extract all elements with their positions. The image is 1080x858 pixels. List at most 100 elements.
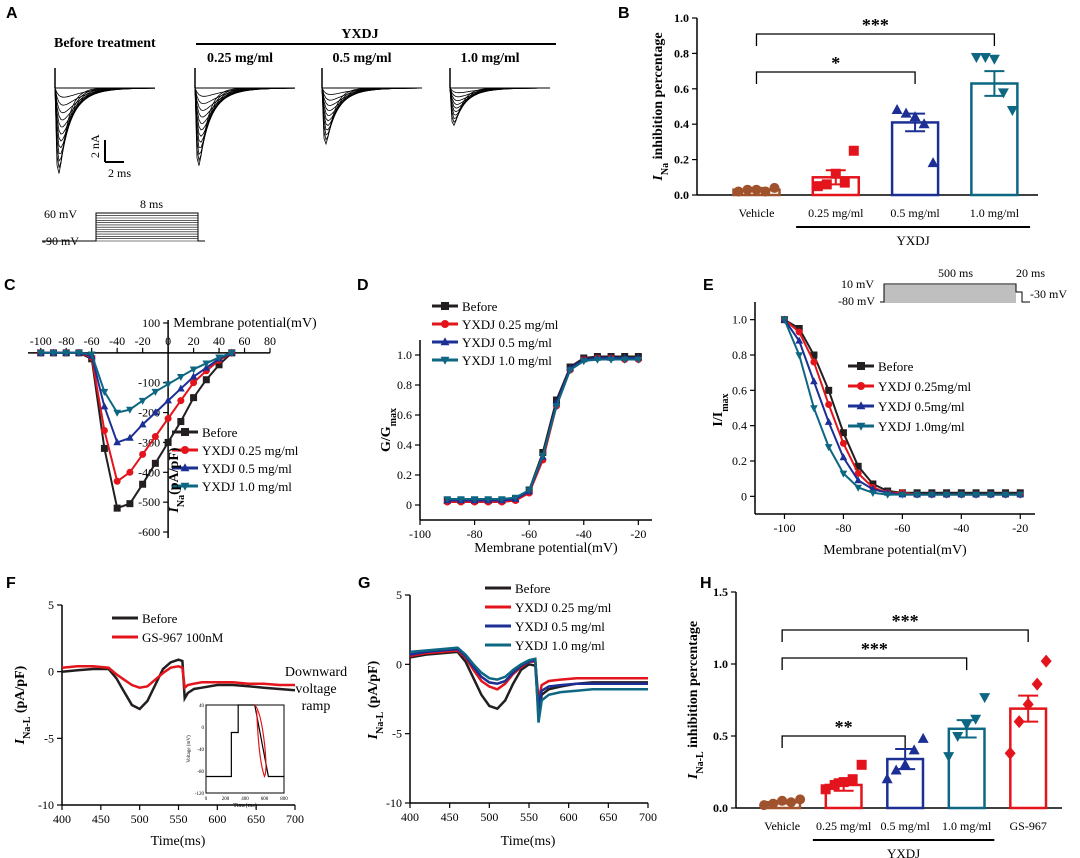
x-tick-label: -100 xyxy=(30,334,52,348)
data-point xyxy=(620,356,629,364)
data-point xyxy=(979,52,991,63)
data-point xyxy=(970,52,982,63)
data-point xyxy=(786,797,797,808)
data-point xyxy=(900,107,912,118)
data-point xyxy=(593,356,602,364)
x-tick-label: -80 xyxy=(467,527,483,541)
data-point xyxy=(139,450,147,458)
data-point xyxy=(839,429,847,437)
panel-label-b: B xyxy=(618,5,630,22)
y-tick-label: 0.4 xyxy=(674,117,689,131)
legend-entry: YXDJ 0.5 mg/ml xyxy=(515,619,605,634)
y-tick-label: 0.8 xyxy=(732,348,747,362)
x-tick-label: 450 xyxy=(92,812,110,826)
legend-entry: YXDJ 0.25 mg/ml xyxy=(515,600,612,615)
data-point xyxy=(824,444,833,452)
legend-marker xyxy=(441,302,449,310)
data-point xyxy=(151,459,159,467)
legend-marker xyxy=(180,482,190,491)
x-tick-label: 650 xyxy=(599,810,617,824)
data-point xyxy=(100,388,109,396)
x-tick-label: -20 xyxy=(1012,521,1028,535)
y-tick-label: 0 xyxy=(741,489,747,503)
series-line-1 xyxy=(447,357,639,503)
inset-x-tick-label: 600 xyxy=(261,797,269,802)
data-point xyxy=(1040,654,1052,668)
legend-entry: YXDJ 1.0 mg/ml xyxy=(202,479,292,494)
conc-label-10: 1.0 mg/ml xyxy=(460,51,519,66)
legend-entry: YXDJ 1.0 mg/ml xyxy=(515,638,605,653)
inset-note-line: Downward xyxy=(285,665,347,680)
series-line-1 xyxy=(61,665,295,691)
data-point xyxy=(164,415,172,423)
protocol-duration-label: 8 ms xyxy=(140,197,163,211)
y-axis-label: INa-L (pA/pF) xyxy=(366,660,386,740)
data-point xyxy=(795,336,804,344)
data-point xyxy=(138,397,147,405)
legend-entry: Before xyxy=(202,425,238,440)
data-point xyxy=(909,111,921,122)
x-tick-label: -20 xyxy=(135,334,151,348)
data-point xyxy=(961,720,973,731)
yxdj-group-label: YXDJ xyxy=(341,27,378,42)
x-category-label: Vehicle xyxy=(738,206,774,220)
inset-x-label: Time(ms) xyxy=(233,802,256,809)
protocol-e-v3: -30 mV xyxy=(1030,287,1067,301)
inset-x-tick-label: 400 xyxy=(241,797,249,802)
scale-label-time: 2 ms xyxy=(108,166,131,180)
y-axis-label: INa(pA/pF) xyxy=(167,447,187,513)
x-tick-label: 550 xyxy=(170,812,188,826)
data-point xyxy=(821,179,832,190)
bar-4 xyxy=(1009,707,1048,810)
x-tick-label: 400 xyxy=(401,810,419,824)
y-tick-label: 0.4 xyxy=(397,438,412,452)
conc-label-025: 0.25 mg/ml xyxy=(207,51,273,66)
inset-y-tick-label: 0 xyxy=(202,726,205,731)
x-tick-label: -60 xyxy=(894,521,910,535)
data-point xyxy=(830,168,841,179)
data-point xyxy=(607,356,615,364)
panel-label-a: A xyxy=(6,5,18,22)
x-tick-label: 400 xyxy=(53,812,71,826)
data-point xyxy=(769,182,780,193)
data-point xyxy=(126,468,134,476)
data-point xyxy=(164,438,172,446)
legend-marker xyxy=(440,337,450,346)
data-point xyxy=(777,795,788,806)
current-trace xyxy=(449,87,550,123)
data-point xyxy=(511,494,520,502)
data-point xyxy=(988,54,1000,65)
data-point xyxy=(847,774,858,785)
data-point xyxy=(957,491,966,499)
y-tick-label: 0 xyxy=(396,657,402,671)
data-point xyxy=(751,184,762,195)
bar-3 xyxy=(947,727,986,810)
data-point xyxy=(795,325,803,332)
inset-y-tick-label: -80 xyxy=(197,770,204,775)
data-point xyxy=(824,417,833,425)
data-point xyxy=(100,402,109,410)
current-trace xyxy=(321,87,422,106)
panel-label-h: H xyxy=(700,575,712,592)
data-point xyxy=(215,361,223,369)
data-point xyxy=(890,764,902,775)
data-point xyxy=(812,181,823,192)
x-category-label: 0.5 mg/ml xyxy=(880,819,930,833)
y-tick-label: -10 xyxy=(38,798,54,812)
y-tick-label: -5 xyxy=(392,727,402,741)
y-tick-label: 0.2 xyxy=(674,153,689,167)
data-point xyxy=(176,373,185,381)
series-line-1 xyxy=(409,649,648,701)
trace-group-3 xyxy=(449,68,550,127)
trace-group-1 xyxy=(194,68,296,166)
data-point xyxy=(795,328,803,336)
x-tick-label: -80 xyxy=(58,334,74,348)
data-point xyxy=(927,157,939,168)
legend-marker xyxy=(181,428,189,436)
data-point xyxy=(854,484,863,492)
y-tick-label: 5 xyxy=(48,598,54,612)
significance-bracket xyxy=(755,33,996,46)
inset-note-line: ramp xyxy=(302,699,331,714)
x-axis-label: Time(ms) xyxy=(501,834,556,849)
significance-bracket xyxy=(781,735,906,748)
